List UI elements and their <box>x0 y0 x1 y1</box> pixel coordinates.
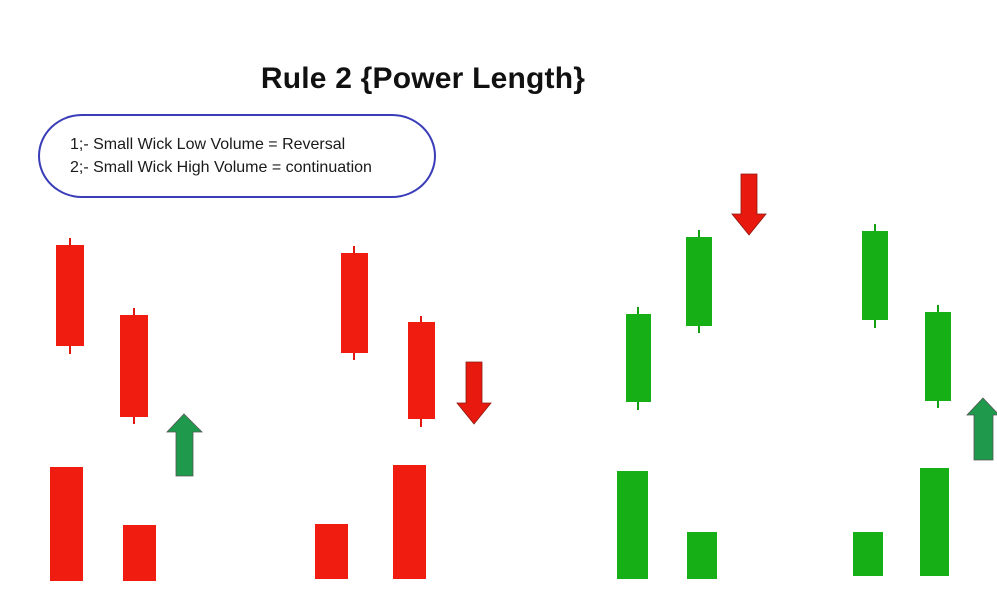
volume-bar-5 <box>617 471 648 579</box>
down-arrow-icon <box>456 361 492 425</box>
candle-group-3 <box>617 173 767 579</box>
up-arrow-icon <box>966 397 997 461</box>
volume-bar-4 <box>393 465 426 579</box>
volume-bar-1 <box>50 467 83 581</box>
rules-box <box>38 114 436 198</box>
candle-group-1 <box>50 238 203 581</box>
volume-bar-8 <box>920 468 949 576</box>
down-arrow-icon <box>731 173 767 236</box>
candle-6-body <box>686 237 712 326</box>
candle-3-body <box>341 253 368 353</box>
volume-bar-2 <box>123 525 156 581</box>
candle-7-body <box>862 231 888 320</box>
volume-bar-6 <box>687 532 717 579</box>
candle-group-2 <box>315 246 492 579</box>
up-arrow-icon <box>166 413 203 477</box>
candle-group-4 <box>853 224 997 576</box>
candle-4-body <box>408 322 435 419</box>
rule-1-text: 1;- Small Wick Low Volume = Reversal <box>70 136 346 153</box>
candle-1-body <box>56 245 84 346</box>
candle-5-body <box>626 314 651 402</box>
volume-bar-3 <box>315 524 348 579</box>
volume-bar-7 <box>853 532 883 576</box>
rule-2-text: 2;- Small Wick High Volume = continuatio… <box>70 159 372 176</box>
candle-2-body <box>120 315 148 417</box>
candle-8-body <box>925 312 951 401</box>
page-title: Rule 2 {Power Length} <box>260 62 586 95</box>
